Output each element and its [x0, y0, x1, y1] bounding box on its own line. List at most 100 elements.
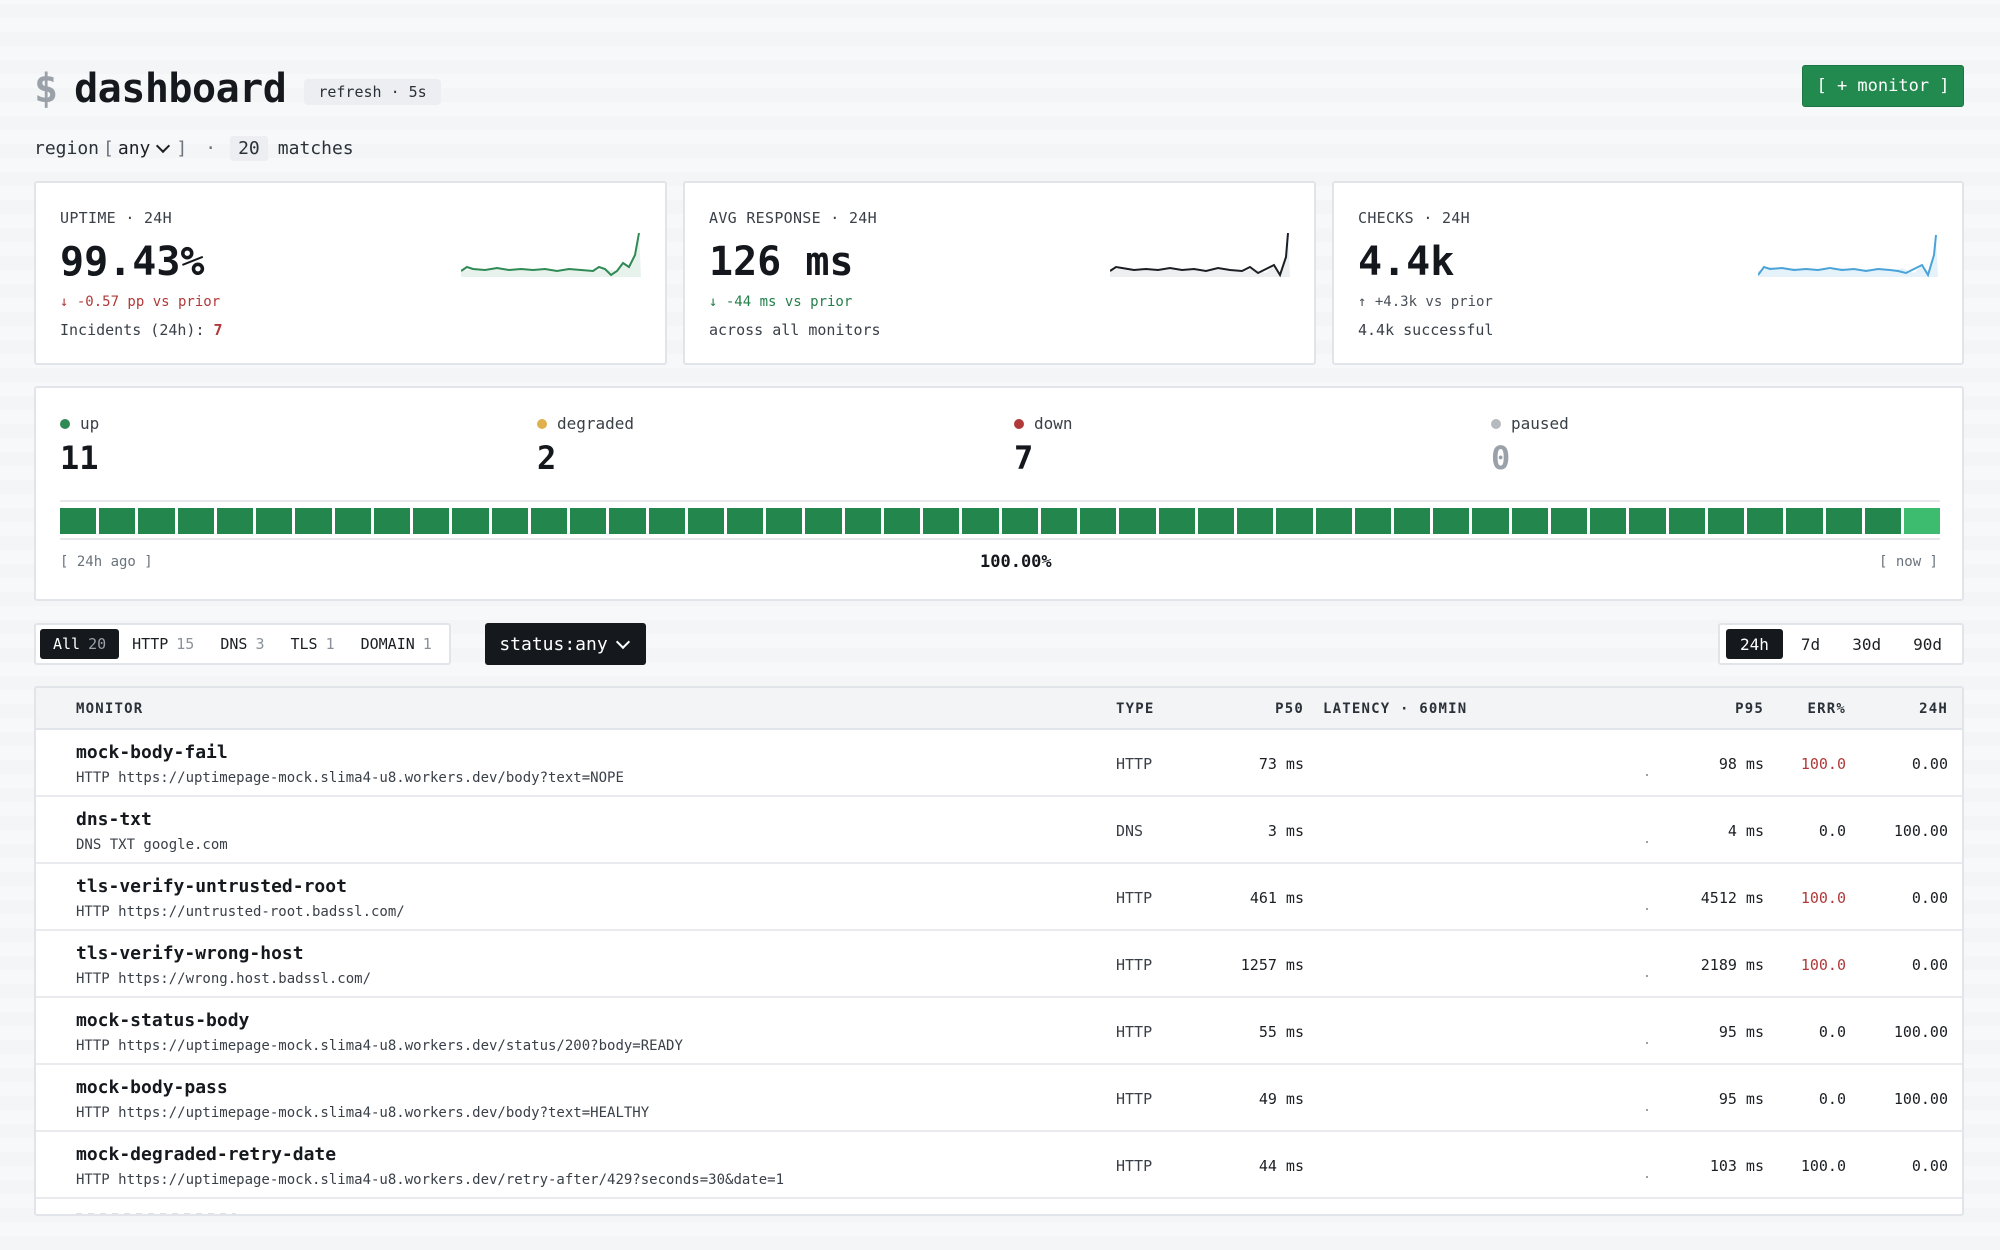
monitor-type: HTTP — [1116, 889, 1153, 907]
uptime-bar[interactable] — [1629, 508, 1666, 534]
uptime-bar[interactable] — [1040, 508, 1078, 534]
status-count: 7 — [1014, 439, 1034, 477]
table-row[interactable]: dns-txt DNS TXT google.com DNS 3 ms 4 ms 0.0 1… — [36, 797, 1962, 864]
monitor-name[interactable]: mock-body-pass — [76, 1077, 228, 1098]
range-tab-90d[interactable]: 90d — [1913, 634, 1942, 654]
uptime-bar[interactable] — [1472, 508, 1509, 534]
tab-http[interactable]: HTTP 15 — [119, 629, 207, 659]
col-monitor[interactable]: MONITOR — [76, 701, 144, 717]
monitor-24h: 0.00 — [1911, 1157, 1948, 1175]
uptime-bar[interactable] — [530, 508, 568, 534]
monitor-p50: 55 ms — [1258, 1023, 1304, 1041]
monitor-type: HTTP — [1116, 755, 1153, 773]
up-dot-icon — [60, 418, 70, 429]
uptime-bar[interactable] — [216, 508, 254, 534]
table-row[interactable]: mock-degraded-retry-date HTTP https://upt… — [36, 1132, 1962, 1199]
uptime-bar[interactable] — [1001, 508, 1038, 534]
uptime-bar[interactable] — [1433, 508, 1470, 534]
tab-tls[interactable]: TLS 1 — [277, 629, 347, 659]
tab-dns[interactable]: DNS 3 — [207, 629, 277, 659]
monitor-name[interactable]: mock-degraded-retry-date — [76, 1144, 337, 1165]
uptime-bar[interactable] — [60, 508, 97, 534]
col-err[interactable]: ERR% — [1807, 701, 1846, 717]
uptime-bar[interactable] — [648, 508, 685, 534]
uptime-sparkline — [461, 233, 641, 277]
uptime-bar[interactable] — [1393, 508, 1431, 534]
uptime-bar[interactable] — [1825, 508, 1862, 534]
degraded-dot-icon — [537, 418, 547, 429]
uptime-bar[interactable] — [177, 508, 214, 534]
table-row[interactable]: tls-verify-wrong-host HTTP https://wrong.… — [36, 931, 1962, 998]
monitor-name[interactable]: tls-verify-untrusted-root — [76, 876, 347, 897]
uptime-bars — [60, 508, 1941, 534]
uptime-bar[interactable] — [1276, 508, 1313, 534]
region-select[interactable]: any — [118, 138, 173, 159]
uptime-bar[interactable] — [609, 508, 646, 534]
col-type[interactable]: TYPE — [1116, 701, 1155, 717]
latency-sparkline — [1646, 841, 1648, 843]
uptime-bar[interactable] — [138, 508, 175, 534]
card-label: CHECKS · 24H — [1358, 209, 1470, 227]
uptime-bar[interactable] — [1668, 508, 1705, 534]
uptime-bar[interactable] — [570, 508, 607, 534]
uptime-bar[interactable] — [1237, 508, 1274, 534]
uptime-bar[interactable] — [1354, 508, 1391, 534]
tab-all[interactable]: All 20 — [40, 629, 120, 659]
uptime-bar[interactable] — [726, 508, 764, 534]
refresh-badge: refresh · 5s — [304, 79, 441, 105]
uptime-bar[interactable] — [413, 508, 450, 534]
range-tab-30d[interactable]: 30d — [1852, 634, 1882, 654]
table-row[interactable]: tls-verify-untrusted-root HTTP https://un… — [36, 864, 1962, 931]
uptime-bar[interactable] — [373, 508, 411, 534]
uptime-bar[interactable] — [1707, 508, 1745, 534]
uptime-bar[interactable] — [1786, 508, 1823, 534]
uptime-bar[interactable] — [99, 508, 136, 534]
uptime-bar[interactable] — [1197, 508, 1235, 534]
uptime-bar[interactable] — [1511, 508, 1548, 534]
monitor-name[interactable]: dns-txt — [76, 809, 152, 830]
monitor-p95: 2189 ms — [1700, 956, 1764, 974]
uptime-bar[interactable] — [334, 508, 371, 534]
uptime-bar[interactable] — [256, 508, 293, 534]
uptime-bar[interactable] — [1315, 508, 1352, 534]
monitor-name[interactable]: mock-status-body — [76, 1010, 250, 1031]
uptime-bar[interactable] — [1119, 508, 1156, 534]
monitor-24h: 100.00 — [1893, 1090, 1948, 1108]
status-filter-dropdown[interactable]: status:any — [485, 623, 646, 665]
tab-domain[interactable]: DOMAIN 1 — [348, 629, 445, 659]
uptime-bar[interactable] — [1904, 508, 1941, 534]
col-p95[interactable]: P95 — [1735, 701, 1764, 717]
uptime-bar[interactable] — [1864, 508, 1902, 534]
table-row[interactable]: mock-body-pass HTTP https://uptimepage-mo… — [36, 1065, 1962, 1132]
monitor-p95: 95 ms — [1718, 1090, 1764, 1108]
uptime-bar[interactable] — [452, 508, 489, 534]
col-p50[interactable]: P50 — [1275, 701, 1304, 717]
uptime-bar[interactable] — [766, 508, 803, 534]
monitor-err: 100.0 — [1800, 755, 1846, 773]
uptime-bar[interactable] — [962, 508, 999, 534]
status-paused: paused 0 — [1491, 414, 1569, 477]
range-tab-24h[interactable]: 24h — [1726, 629, 1783, 659]
status-count: 2 — [537, 439, 557, 477]
uptime-bar[interactable] — [1158, 508, 1195, 534]
uptime-bar[interactable] — [923, 508, 960, 534]
col-24h[interactable]: 24H — [1919, 701, 1948, 717]
table-row[interactable]: mock-body-fail HTTP https://uptimepage-mo… — [36, 730, 1962, 797]
monitor-name[interactable]: tls-verify-wrong-host — [76, 943, 304, 964]
title-group: $ dashboard refresh · 5s — [34, 66, 441, 112]
uptime-bar[interactable] — [1590, 508, 1627, 534]
uptime-bar[interactable] — [1550, 508, 1588, 534]
uptime-bar[interactable] — [687, 508, 724, 534]
monitor-name[interactable]: mock-body-fail — [76, 742, 228, 763]
uptime-bar[interactable] — [844, 508, 881, 534]
uptime-bar[interactable] — [883, 508, 921, 534]
uptime-bar[interactable] — [805, 508, 842, 534]
monitor-24h: 0.00 — [1911, 956, 1948, 974]
uptime-bar[interactable] — [491, 508, 528, 534]
uptime-bar[interactable] — [1747, 508, 1784, 534]
range-tab-7d[interactable]: 7d — [1800, 634, 1821, 654]
table-row[interactable]: mock-status-body HTTP https://uptimepage-… — [36, 998, 1962, 1065]
uptime-bar[interactable] — [295, 508, 332, 534]
add-monitor-button[interactable]: [ + monitor ] — [1802, 65, 1964, 107]
uptime-bar[interactable] — [1080, 508, 1117, 534]
